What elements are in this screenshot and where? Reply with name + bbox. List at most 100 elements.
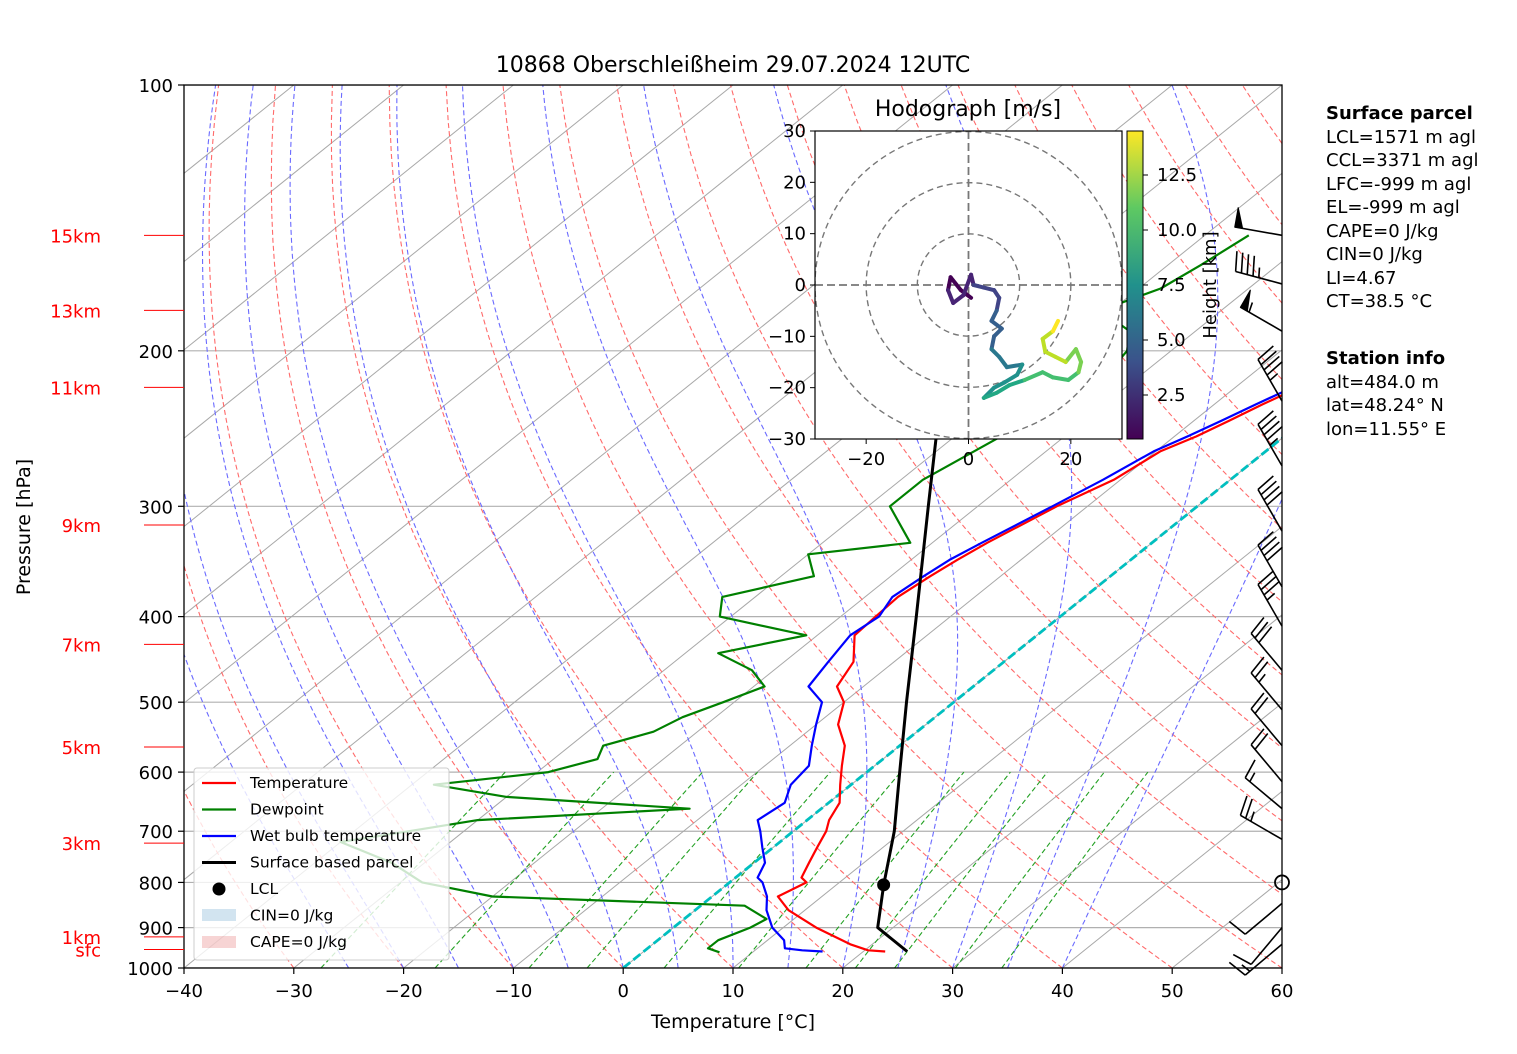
isotherm-line	[184, 85, 624, 439]
hodograph-segment	[1007, 377, 1027, 388]
barb-staff	[1244, 902, 1283, 935]
x-tick-label: 10	[722, 981, 745, 1002]
station-info-line: lon=11.55° E	[1326, 418, 1447, 440]
wind-barb	[1257, 475, 1283, 532]
hodograph: Hodograph [m/s] −20 0 20 30 20 10 0 −10 −20 −30 2…	[768, 97, 1221, 470]
legend-label: Surface based parcel	[250, 854, 413, 872]
barb-flag	[1240, 252, 1244, 274]
hodograph-segment	[1066, 370, 1081, 382]
wind-barb	[1232, 927, 1283, 966]
x-tick-label: 30	[941, 981, 964, 1002]
p-tick-label: 700	[139, 822, 173, 843]
barb-flag	[1239, 795, 1248, 816]
isotherm-line	[403, 260, 1282, 968]
p-tick-label: 1000	[127, 959, 173, 980]
hodograph-segment	[1063, 347, 1078, 364]
hodograph-segment	[994, 295, 1002, 313]
barb-flag	[1266, 546, 1283, 562]
barb-flag	[1228, 920, 1246, 935]
legend-label: Dewpoint	[250, 801, 324, 819]
wind-barb	[1257, 410, 1283, 467]
barb-flag	[1260, 575, 1277, 591]
dry-adiabat	[502, 85, 1063, 968]
surface-parcel-panel: Surface parcel LCL=1571 m agl CCL=3371 m…	[1326, 102, 1479, 314]
colorbar-tick-label: 10.0	[1157, 220, 1197, 241]
hodograph-segment	[961, 272, 974, 298]
height-label: 7km	[62, 635, 101, 656]
mixing-ratio-lines	[320, 771, 1149, 968]
legend-label: LCL	[250, 880, 278, 898]
barb-flag	[1266, 491, 1283, 506]
wet-bulb-temperature-line	[756, 391, 1282, 953]
wind-barb	[1228, 943, 1283, 976]
wind-barb	[1234, 251, 1283, 285]
barb-flag	[1266, 425, 1283, 441]
x-axis-label: Temperature [°C]	[650, 1011, 815, 1033]
mixing-ratio-line	[528, 771, 704, 968]
barb-staff	[1257, 489, 1283, 532]
isotherm-line	[184, 85, 734, 528]
hodograph-colorbar	[1126, 130, 1144, 440]
calm-wind-marker	[1274, 874, 1290, 891]
p-tick-label: 400	[139, 608, 173, 629]
wind-barb	[1239, 289, 1283, 332]
y-axis-label: Pressure [hPa]	[13, 459, 35, 595]
legend-cin-swatch	[202, 909, 236, 921]
mixing-ratio-line	[894, 771, 1048, 968]
barb-staff	[1244, 777, 1283, 810]
wind-barb	[1257, 531, 1283, 588]
wind-barb	[1250, 656, 1283, 711]
legend-label: Wet bulb temperature	[250, 827, 421, 845]
surface-parcel-line: LFC=-999 m agl	[1326, 173, 1472, 195]
barb-flag	[1254, 732, 1269, 750]
isotherm-line	[1062, 790, 1282, 968]
wind-barb	[1257, 345, 1283, 402]
mixing-ratio-line	[805, 771, 965, 968]
x-tick-label: 0	[617, 981, 628, 1002]
station-info-line: lat=48.24° N	[1326, 395, 1444, 416]
dry-adiabat	[786, 85, 1282, 749]
moist-adiabat	[461, 85, 734, 968]
barb-flag	[1250, 728, 1265, 746]
mixing-ratio-line	[954, 771, 1105, 968]
station-info-panel: Station info alt=484.0 m lat=48.24° N lo…	[1326, 347, 1446, 441]
dry-adiabat	[616, 85, 1282, 968]
wind-barb	[1239, 795, 1283, 841]
height-label: 3km	[62, 834, 101, 855]
surface-parcel-title: Surface parcel	[1326, 103, 1473, 124]
barb-flag	[1250, 656, 1265, 674]
moist-adiabat	[773, 85, 959, 968]
barb-half-flag	[1241, 964, 1251, 972]
x-tick-label: 20	[831, 981, 854, 1002]
hodograph-segment	[1004, 362, 1025, 370]
barb-staff	[1250, 744, 1283, 783]
dry-adiabat	[270, 85, 624, 968]
p-tick-label: 200	[139, 342, 173, 363]
dry-adiabat	[445, 85, 953, 968]
wind-barb	[1257, 570, 1283, 627]
barb-flag	[1260, 536, 1277, 551]
legend-label: Temperature	[249, 774, 348, 792]
station-info-title: Station info	[1326, 348, 1446, 369]
height-label: 13km	[50, 301, 101, 322]
hodograph-x-tick-label: 0	[963, 449, 974, 470]
dry-adiabat	[388, 85, 844, 968]
hodograph-segment	[981, 390, 999, 400]
barb-staff	[1257, 584, 1283, 627]
x-tick-label: −10	[494, 981, 532, 1002]
p-tick-label: 500	[139, 693, 173, 714]
colorbar-label: Height [km]	[1200, 231, 1221, 338]
hodograph-segment	[1022, 370, 1045, 382]
hodograph-y-tick-label: −20	[768, 378, 806, 399]
hodograph-segment	[946, 288, 956, 305]
barb-flag	[1254, 697, 1269, 714]
barb-flag	[1257, 475, 1274, 491]
dry-adiabat	[559, 85, 1173, 968]
wind-barb	[1244, 759, 1283, 810]
barb-flag	[1263, 580, 1280, 596]
barb-flag	[1228, 961, 1246, 976]
x-tick-label: −40	[165, 981, 203, 1002]
moist-adiabat	[339, 85, 624, 968]
hodograph-segment	[1050, 375, 1071, 382]
pressure-axis-ticks: 100 200 300 400 500 600 700 800 900 1000	[127, 76, 184, 980]
